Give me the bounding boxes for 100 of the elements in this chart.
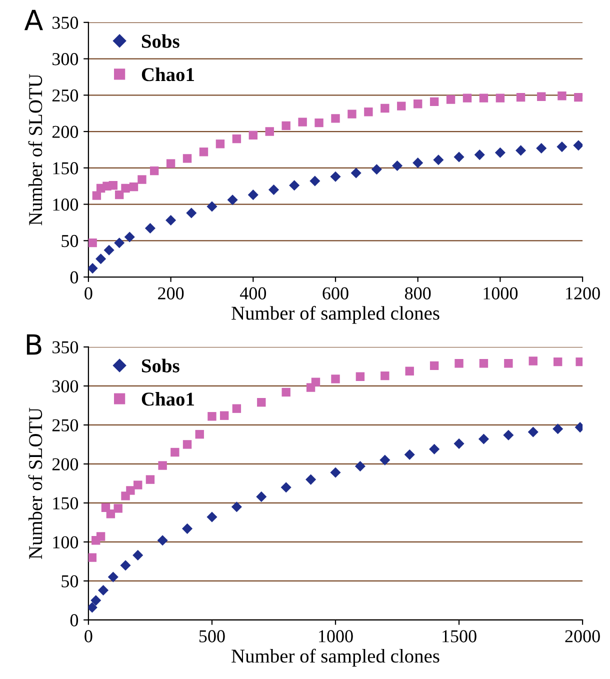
point <box>114 238 125 248</box>
point <box>88 602 98 613</box>
point <box>96 254 106 264</box>
point <box>553 357 562 366</box>
y-tick-label: 150 <box>53 162 78 174</box>
point <box>397 102 406 110</box>
y-tick-label: 200 <box>52 126 78 138</box>
x-tick-label: 0 <box>84 630 92 642</box>
y-tick-label: 300 <box>52 380 78 392</box>
point <box>220 411 229 420</box>
point <box>392 160 403 171</box>
point <box>88 238 97 248</box>
point <box>331 114 340 123</box>
point <box>454 152 464 162</box>
point <box>104 244 114 256</box>
point <box>195 430 204 439</box>
point <box>330 171 341 182</box>
y-axis-title: Number of SLOTU <box>28 74 42 226</box>
point <box>282 388 290 397</box>
point <box>124 232 135 242</box>
point <box>98 585 109 596</box>
point <box>479 359 488 368</box>
y-tick-label: 0 <box>70 614 78 626</box>
y-tick-label: 50 <box>62 575 78 588</box>
x-tick-label: 400 <box>240 287 266 300</box>
point <box>537 92 546 101</box>
point <box>121 184 130 193</box>
point <box>216 140 225 148</box>
point <box>282 121 290 130</box>
y-tick-label: 150 <box>53 497 78 510</box>
y-tick-label: 50 <box>62 234 78 248</box>
point <box>134 480 142 490</box>
legend-label: Sobs <box>142 358 180 372</box>
point <box>298 118 307 126</box>
point <box>158 461 167 470</box>
y-tick-label: 250 <box>52 89 78 102</box>
point <box>479 94 488 102</box>
x-axis-title: Number of sampled clones <box>232 306 440 324</box>
point <box>199 148 208 156</box>
point <box>348 110 356 118</box>
point <box>90 595 102 606</box>
point <box>430 361 439 370</box>
point <box>364 108 373 116</box>
y-axis-title: Number of SLOTU <box>28 408 42 560</box>
point <box>170 448 180 457</box>
point <box>558 92 566 100</box>
point <box>454 438 464 449</box>
point <box>536 142 547 154</box>
point <box>146 475 155 484</box>
chart-title: A <box>24 10 43 30</box>
point <box>92 191 102 200</box>
y-tick-label: 350 <box>52 341 78 354</box>
point <box>166 215 176 226</box>
y-tick-label: 100 <box>53 536 78 548</box>
point <box>516 145 526 156</box>
x-tick-label: 500 <box>199 630 225 642</box>
point <box>166 159 176 168</box>
point <box>206 512 218 522</box>
chart-title: B <box>26 334 42 355</box>
point <box>126 486 135 495</box>
point <box>356 372 365 381</box>
point <box>405 366 414 376</box>
point <box>248 190 258 200</box>
x-axis-title: Number of sampled clones <box>232 648 440 667</box>
legend-label: Sobs <box>142 34 180 48</box>
y-tick-label: 350 <box>52 16 78 29</box>
point <box>573 140 583 151</box>
point <box>552 424 564 434</box>
point <box>289 180 300 191</box>
point <box>496 94 505 102</box>
point <box>268 184 280 195</box>
point <box>331 374 340 384</box>
point <box>144 223 156 234</box>
point <box>206 201 218 212</box>
point <box>138 175 146 184</box>
point <box>256 491 267 502</box>
point <box>574 92 583 102</box>
x-tick-label: 1000 <box>484 287 518 300</box>
point <box>380 104 390 113</box>
point <box>88 553 97 562</box>
y-tick-label: 300 <box>52 53 78 66</box>
point <box>494 147 506 158</box>
point <box>129 182 138 192</box>
point <box>462 94 472 102</box>
point <box>371 164 382 175</box>
point <box>404 449 415 460</box>
x-tick-label: 2000 <box>565 630 600 642</box>
point <box>232 404 242 413</box>
point <box>528 426 538 438</box>
point <box>132 550 144 560</box>
point <box>350 168 362 178</box>
x-tick-label: 600 <box>322 287 348 300</box>
point <box>412 158 424 168</box>
x-tick-label: 1200 <box>566 287 600 300</box>
x-tick-label: 1500 <box>442 630 476 642</box>
point <box>414 100 422 108</box>
point <box>182 523 193 534</box>
y-tick-label: 200 <box>52 458 78 470</box>
point <box>478 434 489 444</box>
point <box>311 378 320 386</box>
